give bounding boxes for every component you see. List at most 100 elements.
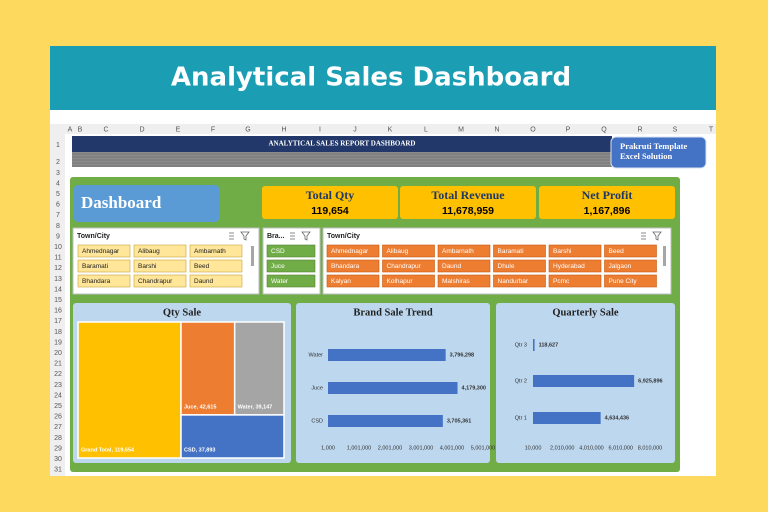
treemap-tile — [77, 321, 182, 459]
slicer-title: Bra... — [267, 233, 285, 240]
x-tick-label: 2,010,000 — [550, 445, 574, 451]
column-letter: M — [458, 126, 464, 133]
slicer-item-label: Alibaug — [387, 248, 409, 255]
data-label: 6,925,896 — [638, 378, 662, 384]
slicer-item[interactable] — [604, 244, 657, 258]
slicer-item[interactable] — [493, 274, 546, 288]
category-label: Juce — [311, 385, 323, 391]
slicer-item[interactable] — [382, 259, 435, 273]
slicer-item-label: Daund — [194, 278, 214, 285]
slicer-item[interactable] — [266, 259, 316, 273]
slicer-item[interactable] — [437, 274, 491, 288]
column-letter: F — [211, 126, 215, 133]
bar — [328, 382, 458, 394]
slicer-item[interactable] — [77, 274, 131, 288]
slicer-item[interactable] — [266, 274, 316, 288]
category-label: Qtr 3 — [515, 342, 527, 348]
slicer-item[interactable] — [189, 274, 243, 288]
slicer-item[interactable] — [266, 244, 316, 258]
slicer-item[interactable] — [437, 259, 491, 273]
clear-filter-icon[interactable] — [652, 231, 662, 241]
data-label: Water, 39,147 — [238, 404, 273, 410]
multi-select-icon[interactable] — [229, 232, 234, 240]
chart-title: Quarterly Sale — [552, 307, 619, 318]
clear-filter-icon[interactable] — [301, 231, 311, 241]
row-number: 4 — [56, 180, 60, 187]
slicer-item[interactable] — [548, 274, 602, 288]
slicer-item[interactable] — [548, 259, 602, 273]
scrollbar — [251, 246, 254, 266]
bar — [533, 412, 601, 424]
data-label: 3,796,298 — [450, 352, 474, 358]
slicer-item[interactable] — [493, 244, 546, 258]
slicer-item-label: Chandrapur — [387, 263, 422, 270]
column-letter: G — [245, 126, 250, 133]
chart-title: Qty Sale — [163, 307, 202, 318]
column-letter: T — [709, 126, 714, 133]
slicer-item[interactable] — [133, 244, 187, 258]
row-number: 12 — [54, 265, 62, 272]
banner-title: Analytical Sales Dashboard — [171, 63, 571, 93]
row-number: 18 — [54, 329, 62, 336]
data-label: CSD, 37,893 — [184, 447, 216, 453]
slicer-item[interactable] — [326, 274, 380, 288]
badge-text: Excel Solution — [620, 151, 672, 161]
badge — [610, 136, 707, 169]
row-number: 15 — [54, 297, 62, 304]
row-number: 23 — [54, 382, 62, 389]
slicer-item-label: Ahmednagar — [82, 248, 120, 255]
multi-select-icon[interactable] — [641, 232, 646, 240]
slicer-item-label: Beed — [194, 263, 210, 270]
row-number: 29 — [54, 445, 62, 452]
bar — [328, 349, 446, 361]
x-tick-label: 6,010,000 — [609, 445, 633, 451]
column-letter: K — [388, 126, 393, 133]
row-number: 19 — [54, 339, 62, 346]
multi-select-icon[interactable] — [290, 232, 295, 240]
kpi-label: Total Revenue — [431, 188, 505, 202]
slicer-item-label: Bhandara — [82, 278, 111, 285]
slicer-item-label: Daund — [442, 263, 462, 270]
slicer-item[interactable] — [133, 259, 187, 273]
slicer-item[interactable] — [189, 244, 243, 258]
row-header — [50, 134, 65, 476]
slicer-item[interactable] — [382, 244, 435, 258]
column-header — [50, 124, 716, 134]
slicer-item[interactable] — [326, 244, 380, 258]
slicer-item[interactable] — [133, 274, 187, 288]
slicer-item[interactable] — [77, 259, 131, 273]
x-tick-label: 1,001,000 — [347, 445, 371, 451]
slicer-item-label: Bhandara — [331, 263, 360, 270]
x-tick-label: 5,001,000 — [471, 445, 495, 451]
slicer-item[interactable] — [77, 244, 131, 258]
clear-filter-icon[interactable] — [240, 231, 250, 241]
slicer-item[interactable] — [493, 259, 546, 273]
slicer-item[interactable] — [437, 244, 491, 258]
kpi-card — [539, 186, 675, 219]
slicer-item-label: Chandrapur — [138, 278, 173, 285]
x-tick-label: 2,001,000 — [378, 445, 402, 451]
chart-title: Brand Sale Trend — [353, 307, 433, 318]
slicer-item-label: Baramati — [498, 248, 524, 255]
slicer-item[interactable] — [548, 244, 602, 258]
row-number: 21 — [54, 361, 62, 368]
row-number: 30 — [54, 456, 62, 463]
slicer-item[interactable] — [604, 274, 657, 288]
slicer-item[interactable] — [189, 259, 243, 273]
treemap-tile — [180, 321, 236, 416]
data-label: 4,179,300 — [462, 385, 486, 391]
column-letter: A — [68, 126, 73, 133]
column-letter: I — [319, 126, 321, 133]
slicer-item[interactable] — [326, 259, 380, 273]
dashboard-title: Dashboard — [81, 193, 162, 212]
row-number: 14 — [54, 286, 62, 293]
report-header-text: ANALYTICAL SALES REPORT DASHBOARD — [269, 140, 416, 148]
row-number: 27 — [54, 424, 62, 431]
slicer-item-label: Pune City — [609, 278, 638, 285]
kpi-label: Net Profit — [582, 188, 633, 202]
slicer-item[interactable] — [604, 259, 657, 273]
slicer-item[interactable] — [382, 274, 435, 288]
row-number: 3 — [56, 170, 60, 177]
category-label: Water — [309, 352, 324, 358]
